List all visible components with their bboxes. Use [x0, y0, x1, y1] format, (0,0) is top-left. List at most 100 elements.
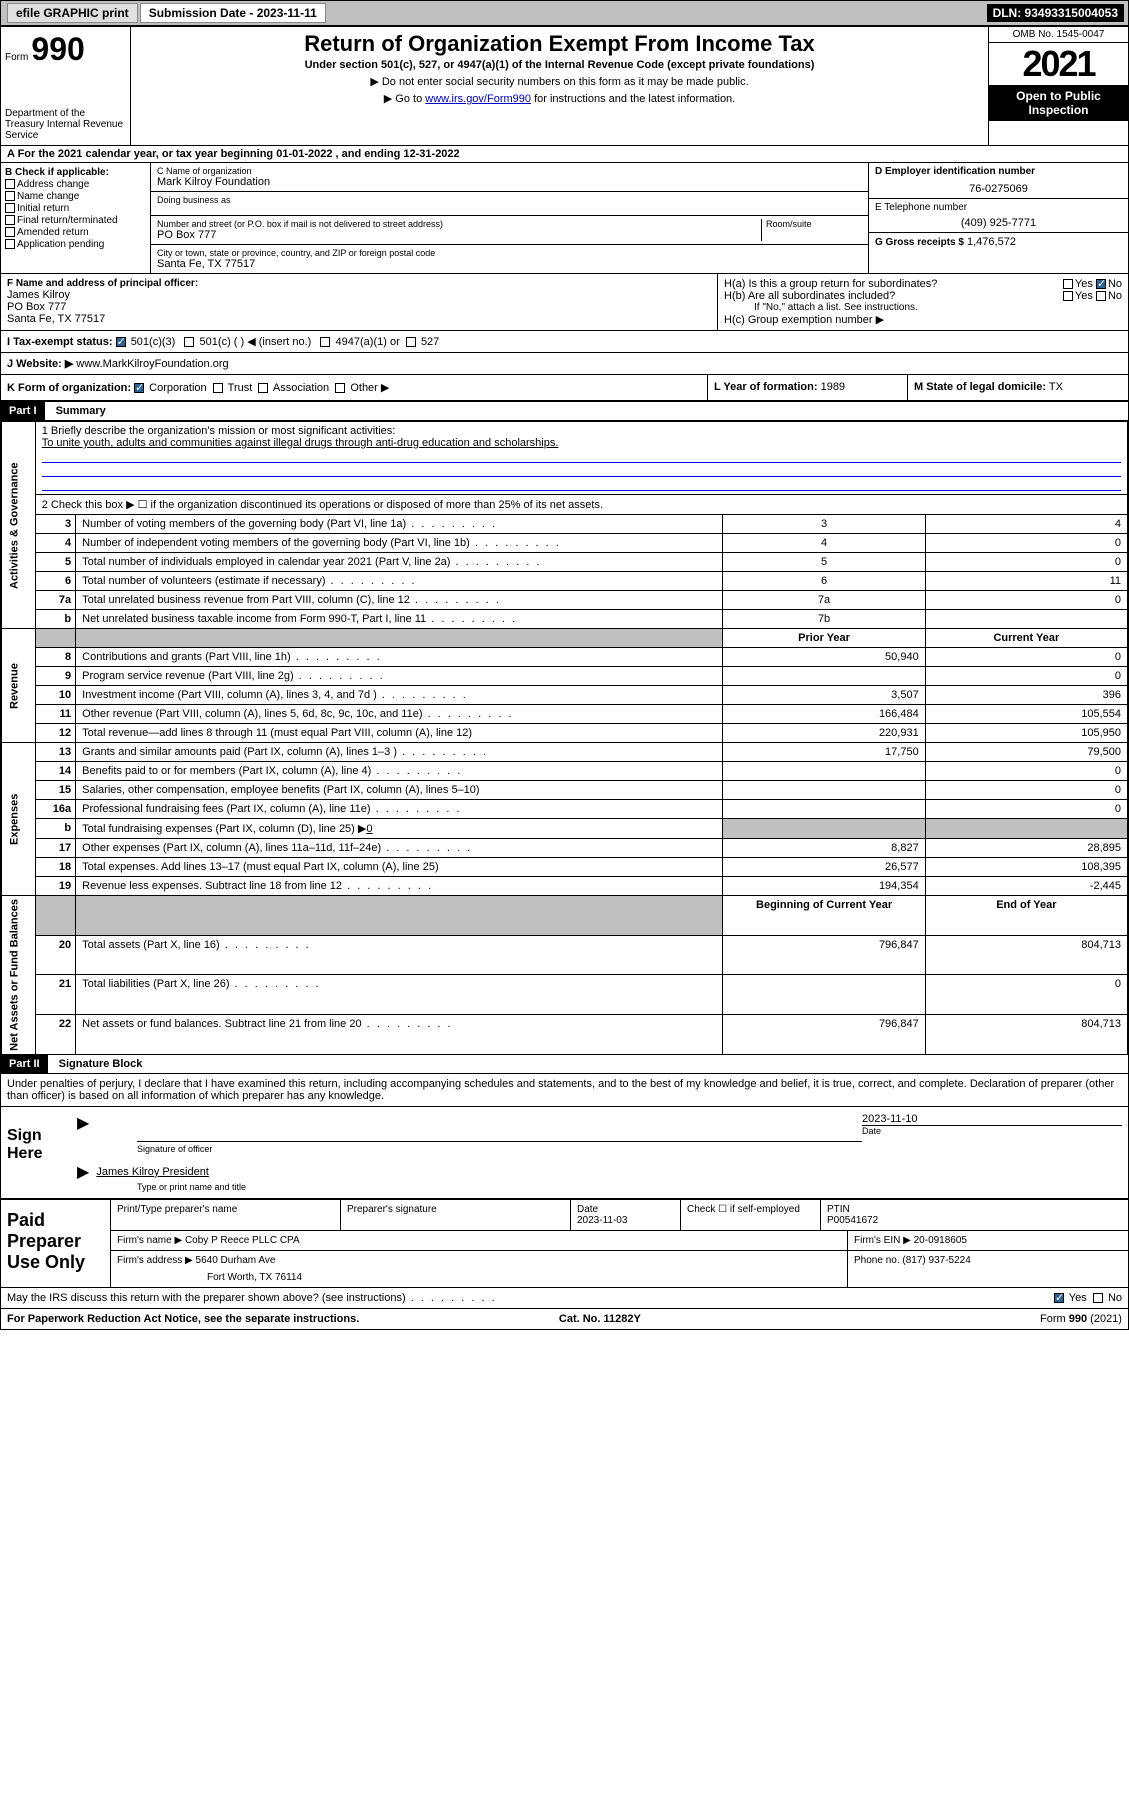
ein-value: 76-0275069: [875, 183, 1122, 195]
side-revenue: Revenue: [2, 629, 36, 743]
tel-value: (409) 925-7771: [875, 217, 1122, 229]
gov-row-3: 3Number of voting members of the governi…: [2, 515, 1128, 534]
hc-row: H(c) Group exemption number ▶: [724, 313, 1122, 326]
addr-label: Number and street (or P.O. box if mail i…: [157, 219, 761, 229]
rev-row-11: 11Other revenue (Part VIII, column (A), …: [2, 705, 1128, 724]
yes-label-2: Yes: [1075, 290, 1093, 302]
exp-row-16b: bTotal fundraising expenses (Part IX, co…: [2, 819, 1128, 839]
section-j: J Website: ▶ www.MarkKilroyFoundation.or…: [1, 353, 1128, 375]
prep-date-label: Date: [577, 1204, 598, 1215]
paid-preparer-label: Paid Preparer Use Only: [1, 1200, 111, 1287]
prep-date: 2023-11-03: [577, 1215, 627, 1226]
chk-501c3[interactable]: [116, 337, 126, 347]
chk-name[interactable]: [5, 191, 15, 201]
form-title: Return of Organization Exempt From Incom…: [139, 31, 980, 57]
net-row-21: 21Total liabilities (Part X, line 26)0: [2, 975, 1128, 1015]
ha-label: H(a) Is this a group return for subordin…: [724, 278, 937, 290]
chk-assoc[interactable]: [258, 383, 268, 393]
period-label: A For the 2021 calendar year, or tax yea…: [7, 148, 276, 160]
paid-preparer-block: Paid Preparer Use Only Print/Type prepar…: [1, 1200, 1128, 1288]
firm-addr2: Fort Worth, TX 76114: [207, 1272, 841, 1283]
opt-amended: Amended return: [17, 227, 89, 238]
ha-yes[interactable]: [1063, 279, 1073, 289]
period-mid: , and ending: [336, 148, 404, 160]
form-note-2: ▶ Go to www.irs.gov/Form990 for instruct…: [139, 92, 980, 105]
rev-row-8: 8Contributions and grants (Part VIII, li…: [2, 648, 1128, 667]
tax-status-label: I Tax-exempt status:: [7, 336, 113, 348]
city-label: City or town, state or province, country…: [157, 248, 862, 258]
discuss-yes-chk[interactable]: [1054, 1293, 1064, 1303]
form-ref: Form 990 (2021): [1040, 1313, 1122, 1325]
ptin-label: PTIN: [827, 1204, 850, 1215]
opt-501c3: 501(c)(3): [131, 336, 176, 348]
open-public: Open to Public Inspection: [989, 85, 1128, 121]
form-prefix: Form: [5, 52, 28, 63]
chk-amended[interactable]: [5, 227, 15, 237]
hb-note: If "No," attach a list. See instructions…: [724, 302, 1122, 313]
chk-other[interactable]: [335, 383, 345, 393]
irs-link[interactable]: www.irs.gov/Form990: [425, 93, 531, 105]
part-1-label: Part I: [1, 402, 45, 420]
section-b: B Check if applicable: Address change Na…: [1, 163, 151, 273]
chk-pending[interactable]: [5, 239, 15, 249]
hb-yes[interactable]: [1063, 291, 1073, 301]
chk-final[interactable]: [5, 215, 15, 225]
discuss-label: May the IRS discuss this return with the…: [7, 1292, 497, 1304]
website-url: www.MarkKilroyFoundation.org: [76, 358, 228, 370]
line-1-label: 1 Briefly describe the organization's mi…: [42, 425, 1121, 437]
pra-notice: For Paperwork Reduction Act Notice, see …: [7, 1313, 359, 1325]
form-990: Form 990 Department of the Treasury Inte…: [0, 26, 1129, 1330]
tax-period: A For the 2021 calendar year, or tax yea…: [1, 146, 1128, 163]
part-2-header: Part II Signature Block: [1, 1055, 1128, 1074]
exp-row-19: 19Revenue less expenses. Subtract line 1…: [2, 877, 1128, 896]
form-number-box: Form 990 Department of the Treasury Inte…: [1, 27, 131, 145]
footer: For Paperwork Reduction Act Notice, see …: [1, 1309, 1128, 1329]
firm-name-label: Firm's name ▶: [117, 1235, 182, 1246]
rev-row-12: 12Total revenue—add lines 8 through 11 (…: [2, 724, 1128, 743]
check-self-employed: Check ☐ if self-employed: [681, 1200, 821, 1230]
gross-label: G Gross receipts $: [875, 237, 964, 248]
period-begin: 01-01-2022: [276, 148, 332, 160]
opt-name: Name change: [17, 191, 79, 202]
prep-sig-label: Preparer's signature: [341, 1200, 571, 1230]
chk-initial[interactable]: [5, 203, 15, 213]
room-label: Room/suite: [766, 219, 862, 229]
form-title-box: Return of Organization Exempt From Incom…: [131, 27, 988, 145]
chk-corp[interactable]: [134, 383, 144, 393]
form-org-label: K Form of organization:: [7, 382, 131, 394]
submission-date: Submission Date - 2023-11-11: [140, 3, 326, 23]
opt-initial: Initial return: [17, 203, 69, 214]
gov-row-5: 5Total number of individuals employed in…: [2, 553, 1128, 572]
officer-addr1: PO Box 777: [7, 301, 711, 313]
part-2-title: Signature Block: [51, 1055, 151, 1073]
efile-button[interactable]: efile GRAPHIC print: [7, 3, 138, 23]
hb-row: H(b) Are all subordinates included? Yes …: [724, 290, 1122, 302]
no-label: No: [1108, 278, 1122, 290]
dba-label: Doing business as: [157, 195, 862, 205]
cat-no: Cat. No. 11282Y: [559, 1313, 641, 1325]
sign-here-block: Sign Here ▶ Signature of officer 2023-11…: [1, 1107, 1128, 1200]
chk-527[interactable]: [406, 337, 416, 347]
firm-addr1: 5640 Durham Ave: [196, 1255, 276, 1266]
section-klm: K Form of organization: Corporation Trus…: [1, 375, 1128, 402]
yes-label: Yes: [1075, 278, 1093, 290]
chk-501c[interactable]: [184, 337, 194, 347]
opt-501c: 501(c) ( ) ◀ (insert no.): [200, 336, 312, 348]
firm-addr-label: Firm's address ▶: [117, 1255, 193, 1266]
chk-address[interactable]: [5, 179, 15, 189]
discuss-no-chk[interactable]: [1093, 1293, 1103, 1303]
ha-no[interactable]: [1096, 279, 1106, 289]
hb-no[interactable]: [1096, 291, 1106, 301]
section-c: C Name of organization Mark Kilroy Found…: [151, 163, 868, 273]
current-year-hdr: Current Year: [925, 629, 1127, 648]
begin-year-hdr: Beginning of Current Year: [723, 896, 925, 936]
mission-text: To unite youth, adults and communities a…: [42, 437, 1121, 449]
opt-trust: Trust: [228, 382, 253, 394]
chk-4947[interactable]: [320, 337, 330, 347]
chk-trust[interactable]: [213, 383, 223, 393]
opt-other: Other ▶: [350, 382, 389, 394]
discuss-yes: Yes: [1069, 1292, 1087, 1304]
form-note-1: ▶ Do not enter social security numbers o…: [139, 75, 980, 88]
sig-officer-label: Signature of officer: [137, 1144, 862, 1154]
sig-date: 2023-11-10: [862, 1113, 1122, 1125]
